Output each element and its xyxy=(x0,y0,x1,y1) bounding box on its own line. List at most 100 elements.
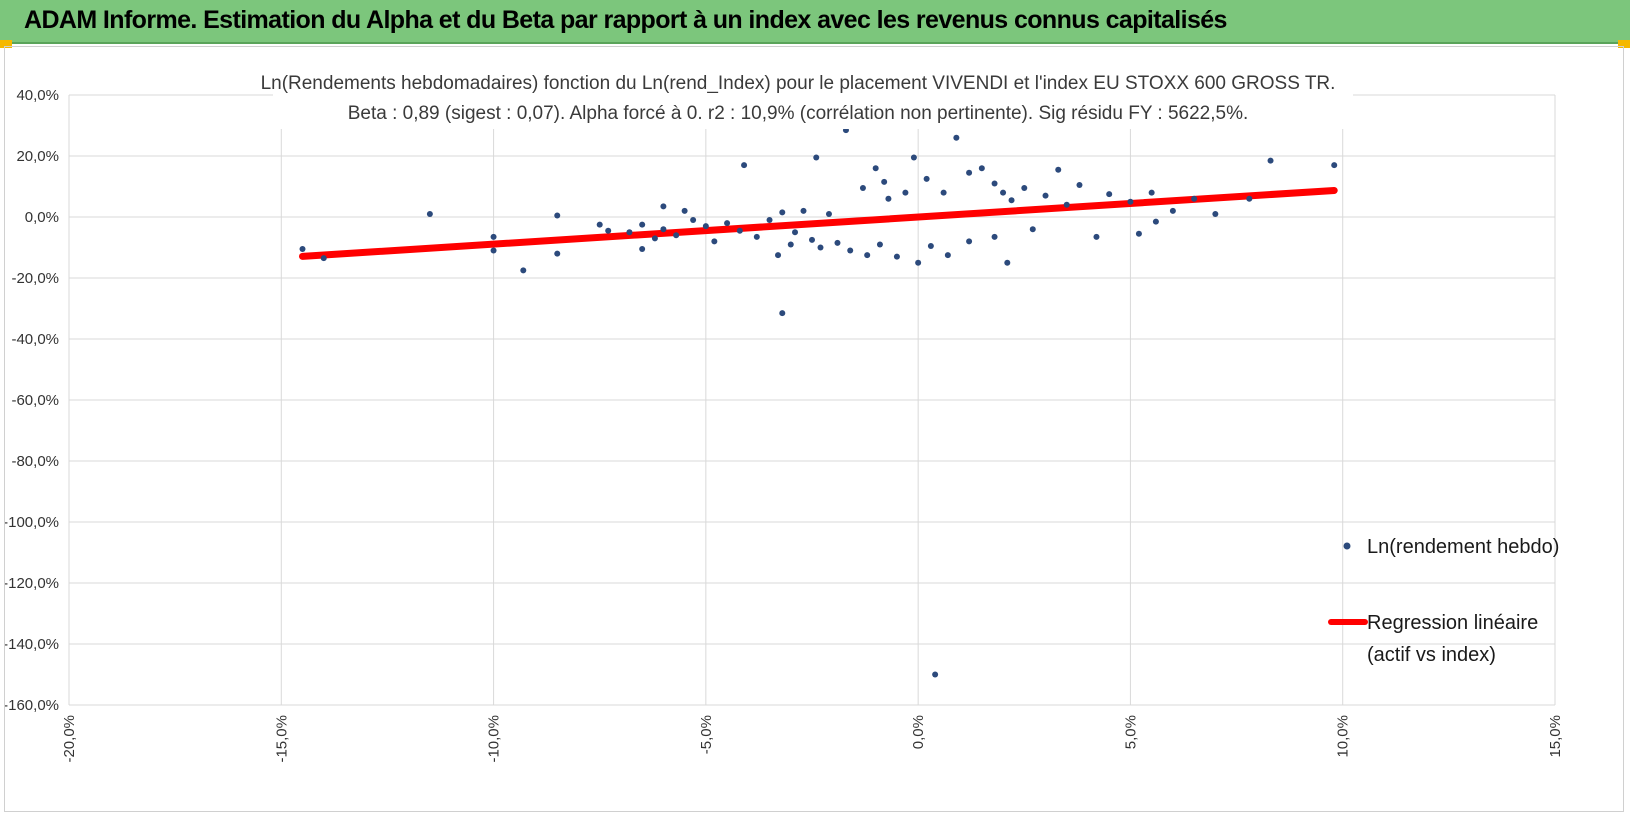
scatter-point xyxy=(724,220,731,227)
chart-subtitle: Beta : 0,89 (sigest : 0,07). Alpha forcé… xyxy=(348,103,1249,124)
scatter-point xyxy=(596,221,603,228)
scatter-point xyxy=(1042,192,1049,199)
scatter-point xyxy=(736,227,743,234)
scatter-point xyxy=(1055,166,1062,173)
y-tick-label: 0,0% xyxy=(25,209,59,226)
x-tick-label: -20,0% xyxy=(61,715,78,763)
scatter-point xyxy=(902,189,909,196)
y-tick-label: 20,0% xyxy=(16,148,59,165)
scatter-point xyxy=(1000,189,1007,196)
scatter-point xyxy=(893,253,900,260)
scatter-point xyxy=(1093,233,1100,240)
chart-frame: 40,0% 20,0% 0,0% -20,0% -40,0% -60,0% -80,0% -1… xyxy=(4,46,1624,812)
scatter-point xyxy=(834,239,841,246)
y-tick-label: -120,0% xyxy=(5,575,59,592)
scatter-point xyxy=(1212,210,1219,217)
scatter-point xyxy=(626,229,633,236)
scatter-point xyxy=(1004,259,1011,266)
scatter-point xyxy=(859,185,866,192)
scatter-point xyxy=(779,209,786,216)
scatter-point xyxy=(490,247,497,254)
chart-title: Ln(Rendements hebdomadaires) fonction du… xyxy=(261,73,1336,94)
y-tick-label: -100,0% xyxy=(5,514,59,531)
regression-line xyxy=(299,186,1338,260)
title-background xyxy=(273,67,1353,129)
scatter-point xyxy=(1021,185,1028,192)
scatter-point xyxy=(864,252,871,259)
scatter-point xyxy=(991,180,998,187)
scatter-point xyxy=(1267,157,1274,164)
scatter-point xyxy=(605,227,612,234)
x-tick-label: 0,0% xyxy=(910,715,927,749)
legend-regression-label-line2: (actif vs index) xyxy=(1367,644,1496,666)
y-tick-label: -40,0% xyxy=(11,331,59,348)
scatter-point xyxy=(1331,162,1338,169)
y-tick-label: 40,0% xyxy=(16,87,59,104)
scatter-point xyxy=(766,217,773,224)
scatter-point xyxy=(787,241,794,248)
y-tick-label: -20,0% xyxy=(11,270,59,287)
scatter-point xyxy=(779,310,786,317)
scatter-point xyxy=(520,267,527,274)
scatter-point xyxy=(702,223,709,230)
scatter-point xyxy=(800,207,807,214)
scatter-point xyxy=(660,203,667,210)
scatter-point xyxy=(953,134,960,141)
scatter-point xyxy=(775,252,782,259)
scatter-point xyxy=(966,169,973,176)
grid-lines xyxy=(68,94,1556,706)
scatter-point xyxy=(978,165,985,172)
scatter-point xyxy=(1029,226,1036,233)
scatter-point xyxy=(741,162,748,169)
header-bar: ADAM Informe. Estimation du Alpha et du … xyxy=(0,0,1630,44)
y-tick-label: -80,0% xyxy=(11,453,59,470)
scatter-point xyxy=(681,207,688,214)
scatter-point xyxy=(320,255,327,262)
scatter-point xyxy=(876,241,883,248)
scatter-point xyxy=(923,175,930,182)
scatter-points xyxy=(299,127,1338,678)
scatter-point xyxy=(299,246,306,253)
scatter-point xyxy=(1148,189,1155,196)
scatter-point xyxy=(915,259,922,266)
regression-layer xyxy=(299,186,1338,260)
scatter-point xyxy=(872,165,879,172)
scatter-point xyxy=(1106,191,1113,198)
scatter-point xyxy=(690,217,697,224)
page-title: ADAM Informe. Estimation du Alpha et du … xyxy=(24,6,1227,34)
corner-accent-right xyxy=(1618,40,1630,48)
scatter-point xyxy=(673,232,680,239)
scatter-point xyxy=(1135,230,1142,237)
x-axis-tick-labels: -20,0% -15,0% -10,0% -5,0% 0,0% 5,0% 10,0% 15,0… xyxy=(61,715,1564,763)
x-tick-label: -15,0% xyxy=(273,715,290,763)
scatter-point xyxy=(554,250,561,257)
scatter-point xyxy=(991,233,998,240)
scatter-point xyxy=(910,154,917,161)
scatter-point xyxy=(881,178,888,185)
legend: Ln(rendement hebdo) Regression linéaire … xyxy=(1328,536,1559,666)
y-axis-tick-labels: 40,0% 20,0% 0,0% -20,0% -40,0% -60,0% -80,0% -1… xyxy=(5,87,59,714)
scatter-point xyxy=(1152,218,1159,225)
scatter-point xyxy=(940,189,947,196)
scatter-point xyxy=(554,212,561,219)
scatter-point xyxy=(792,229,799,236)
scatter-point xyxy=(711,238,718,245)
scatter-point xyxy=(927,242,934,249)
corner-accent-left xyxy=(0,40,12,48)
scatter-point xyxy=(847,247,854,254)
legend-scatter-label: Ln(rendement hebdo) xyxy=(1367,536,1559,558)
scatter-point xyxy=(809,236,815,243)
scatter-point xyxy=(825,210,832,217)
x-tick-label: -10,0% xyxy=(486,715,503,763)
scatter-point xyxy=(1246,195,1253,202)
scatter-point xyxy=(660,226,667,233)
x-tick-label: 15,0% xyxy=(1547,715,1564,758)
scatter-point xyxy=(639,246,646,253)
x-tick-label: 10,0% xyxy=(1335,715,1352,758)
scatter-point xyxy=(1008,197,1015,204)
scatter-chart: 40,0% 20,0% 0,0% -20,0% -40,0% -60,0% -80,0% -1… xyxy=(5,67,1564,763)
legend-scatter-marker xyxy=(1343,542,1351,550)
scatter-point xyxy=(651,235,658,242)
scatter-point xyxy=(1127,198,1134,205)
scatter-point xyxy=(753,233,760,240)
